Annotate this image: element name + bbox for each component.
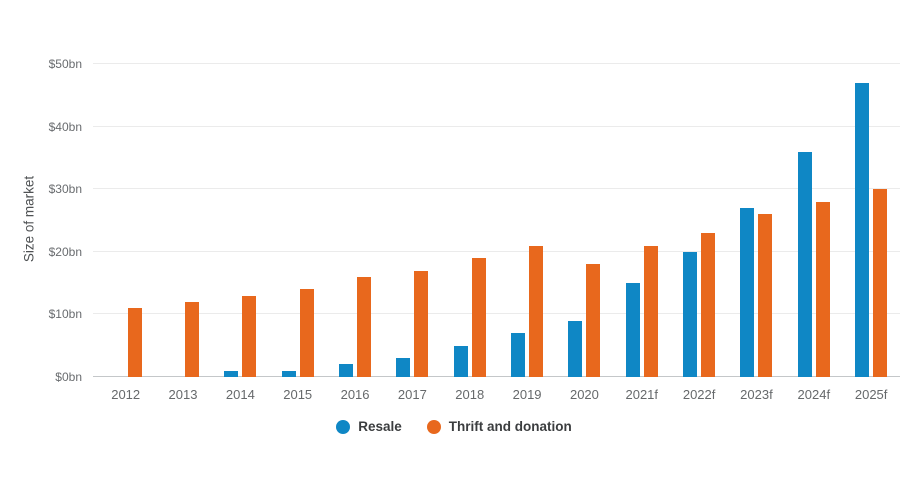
bar-resale-2017 xyxy=(396,358,411,377)
gridline xyxy=(93,63,900,64)
bar-group-2020: 2020 xyxy=(568,64,601,402)
bar-group-2015: 2015 xyxy=(281,64,314,402)
bar-resale-2023f xyxy=(740,208,755,377)
bar-thrift-and-donation-2014 xyxy=(242,296,257,377)
bar-group-2021f: 2021f xyxy=(625,64,658,402)
x-axis-label-2024f: 2024f xyxy=(797,387,831,402)
bar-thrift-and-donation-2018 xyxy=(471,258,486,377)
legend-item-resale: Resale xyxy=(336,419,402,434)
x-axis-label-2021f: 2021f xyxy=(625,387,659,402)
legend-item-thrift-and-donation: Thrift and donation xyxy=(426,419,572,434)
bar-group-2017: 2017 xyxy=(396,64,429,402)
y-tick-label: $40bn xyxy=(48,119,82,134)
bar-resale-2016 xyxy=(339,364,354,377)
bar-resale-2022f xyxy=(683,252,698,377)
y-tick-label: $0bn xyxy=(55,370,82,384)
bar-group-2019: 2019 xyxy=(511,64,544,402)
bar-thrift-and-donation-2020 xyxy=(586,264,601,377)
bar-thrift-and-donation-2024f xyxy=(815,202,830,377)
bar-group-2022f: 2022f xyxy=(683,64,716,402)
bar-thrift-and-donation-2021f xyxy=(643,246,658,377)
bar-resale-2019 xyxy=(511,333,526,377)
bar-group-2016: 2016 xyxy=(339,64,372,402)
plot-area: 2012 2013 2014 2015 2016 2017 2018 2019 2020 2021… xyxy=(93,63,900,402)
bar-group-2023f: 2023f xyxy=(740,64,773,402)
bar-thrift-and-donation-2016 xyxy=(357,277,372,377)
legend-dot-icon xyxy=(426,419,441,434)
gridline xyxy=(93,188,900,190)
bar-resale-2020 xyxy=(568,321,583,377)
x-axis-label-2012: 2012 xyxy=(111,387,141,402)
bar-groups: 2012 2013 2014 2015 2016 2017 2018 2019 2020 2021… xyxy=(93,64,900,402)
bar-thrift-and-donation-2015 xyxy=(299,289,314,377)
bar-resale-2025f xyxy=(855,83,870,377)
bar-group-2013: 2013 xyxy=(167,64,200,402)
bar-group-2024f: 2024f xyxy=(797,64,830,402)
x-axis-label-2023f: 2023f xyxy=(740,387,773,402)
bar-resale-2015 xyxy=(281,371,296,377)
bar-thrift-and-donation-2025f xyxy=(873,189,888,377)
legend: Resale Thrift and donation xyxy=(0,419,908,434)
y-axis-tick-labels: $0bn $10bn $20bn $30bn $40bn $50bn xyxy=(0,57,82,384)
bar-resale-2014 xyxy=(224,371,239,377)
bar-group-2014: 2014 xyxy=(224,64,257,402)
gridline xyxy=(93,125,900,127)
x-axis-label-2015: 2015 xyxy=(283,387,313,402)
y-tick-label: $30bn xyxy=(48,182,82,197)
x-axis-label-2016: 2016 xyxy=(340,387,370,402)
x-axis-line xyxy=(93,376,900,377)
bar-group-2018: 2018 xyxy=(453,64,486,402)
bar-thrift-and-donation-2012 xyxy=(127,308,142,377)
bar-group-2025f: 2025f xyxy=(855,64,888,402)
x-axis-label-2018: 2018 xyxy=(455,387,485,402)
x-axis-label-2013: 2013 xyxy=(168,387,198,402)
x-axis-label-2014: 2014 xyxy=(225,387,255,402)
bar-resale-2021f xyxy=(625,283,640,377)
legend-label: Thrift and donation xyxy=(448,419,572,434)
y-tick-label: $50bn xyxy=(48,57,82,71)
gridline xyxy=(93,250,900,252)
bar-thrift-and-donation-2023f xyxy=(758,214,773,377)
bar-resale-2018 xyxy=(453,346,468,377)
x-axis-label-2022f: 2022f xyxy=(682,387,716,402)
bar-thrift-and-donation-2017 xyxy=(414,271,429,377)
legend-label: Resale xyxy=(358,419,402,434)
bar-thrift-and-donation-2013 xyxy=(185,302,200,377)
y-tick-label: $20bn xyxy=(48,244,82,259)
x-axis-label-2020: 2020 xyxy=(569,387,599,402)
gridline xyxy=(93,313,900,315)
x-axis-label-2019: 2019 xyxy=(512,387,542,402)
bar-group-2012: 2012 xyxy=(110,64,142,402)
x-axis-label-2025f: 2025f xyxy=(854,387,888,402)
y-tick-label: $10bn xyxy=(48,307,82,322)
legend-dot-icon xyxy=(336,419,351,434)
bar-resale-2024f xyxy=(797,152,812,377)
bar-thrift-and-donation-2022f xyxy=(701,233,716,377)
x-axis-label-2017: 2017 xyxy=(397,387,427,402)
bar-thrift-and-donation-2019 xyxy=(529,246,544,377)
